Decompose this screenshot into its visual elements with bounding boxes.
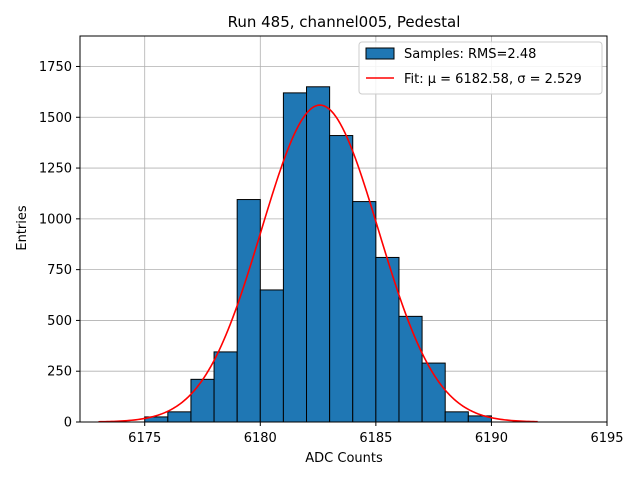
legend-fit-label: Fit: μ = 6182.58, σ = 2.529	[404, 72, 582, 87]
histogram-bar	[236, 199, 261, 423]
fit-curve-group	[98, 104, 538, 423]
x-tick-label: 6190	[475, 431, 508, 446]
fit-curve	[98, 104, 538, 423]
x-tick-label: 6175	[128, 431, 161, 446]
x-tick-label: 6185	[359, 431, 392, 446]
y-tick-label: 750	[47, 263, 72, 278]
x-axis-label: ADC Counts	[305, 451, 383, 466]
axis-ticks: 6175 6180 6185 6190 6195 0 250 500 750 1000 1250 15…	[39, 60, 624, 446]
histogram-bar	[421, 362, 446, 423]
x-tick-label: 6180	[244, 431, 277, 446]
y-tick-label: 0	[64, 416, 72, 431]
y-tick-label: 500	[47, 314, 72, 329]
y-tick-label: 1500	[39, 111, 72, 126]
histogram-bar	[282, 92, 308, 423]
histogram-bar	[167, 411, 192, 423]
y-tick-label: 250	[47, 365, 72, 380]
legend-histogram-label: Samples: RMS=2.48	[404, 47, 536, 62]
y-tick-label: 1000	[39, 212, 72, 227]
legend: Samples: RMS=2.48 Fit: μ = 6182.58, σ = …	[358, 41, 603, 95]
histogram-bar	[259, 289, 284, 423]
histogram-bars	[144, 86, 492, 423]
histogram-bar	[329, 135, 354, 423]
histogram-bar	[306, 86, 331, 423]
x-tick-label: 6195	[590, 431, 623, 446]
histogram-bar	[213, 351, 238, 423]
y-tick-label: 1250	[39, 162, 72, 177]
histogram-bar	[352, 201, 377, 423]
plot-frame	[79, 35, 608, 423]
legend-box	[358, 41, 603, 95]
y-axis-label: Entries	[15, 205, 30, 251]
histogram-bar	[190, 378, 215, 423]
histogram-bar	[444, 411, 469, 423]
histogram-bar	[398, 315, 423, 423]
y-tick-label: 1750	[39, 60, 72, 75]
chart-title: Run 485, channel005, Pedestal	[228, 13, 461, 31]
legend-histogram-swatch	[365, 47, 395, 60]
